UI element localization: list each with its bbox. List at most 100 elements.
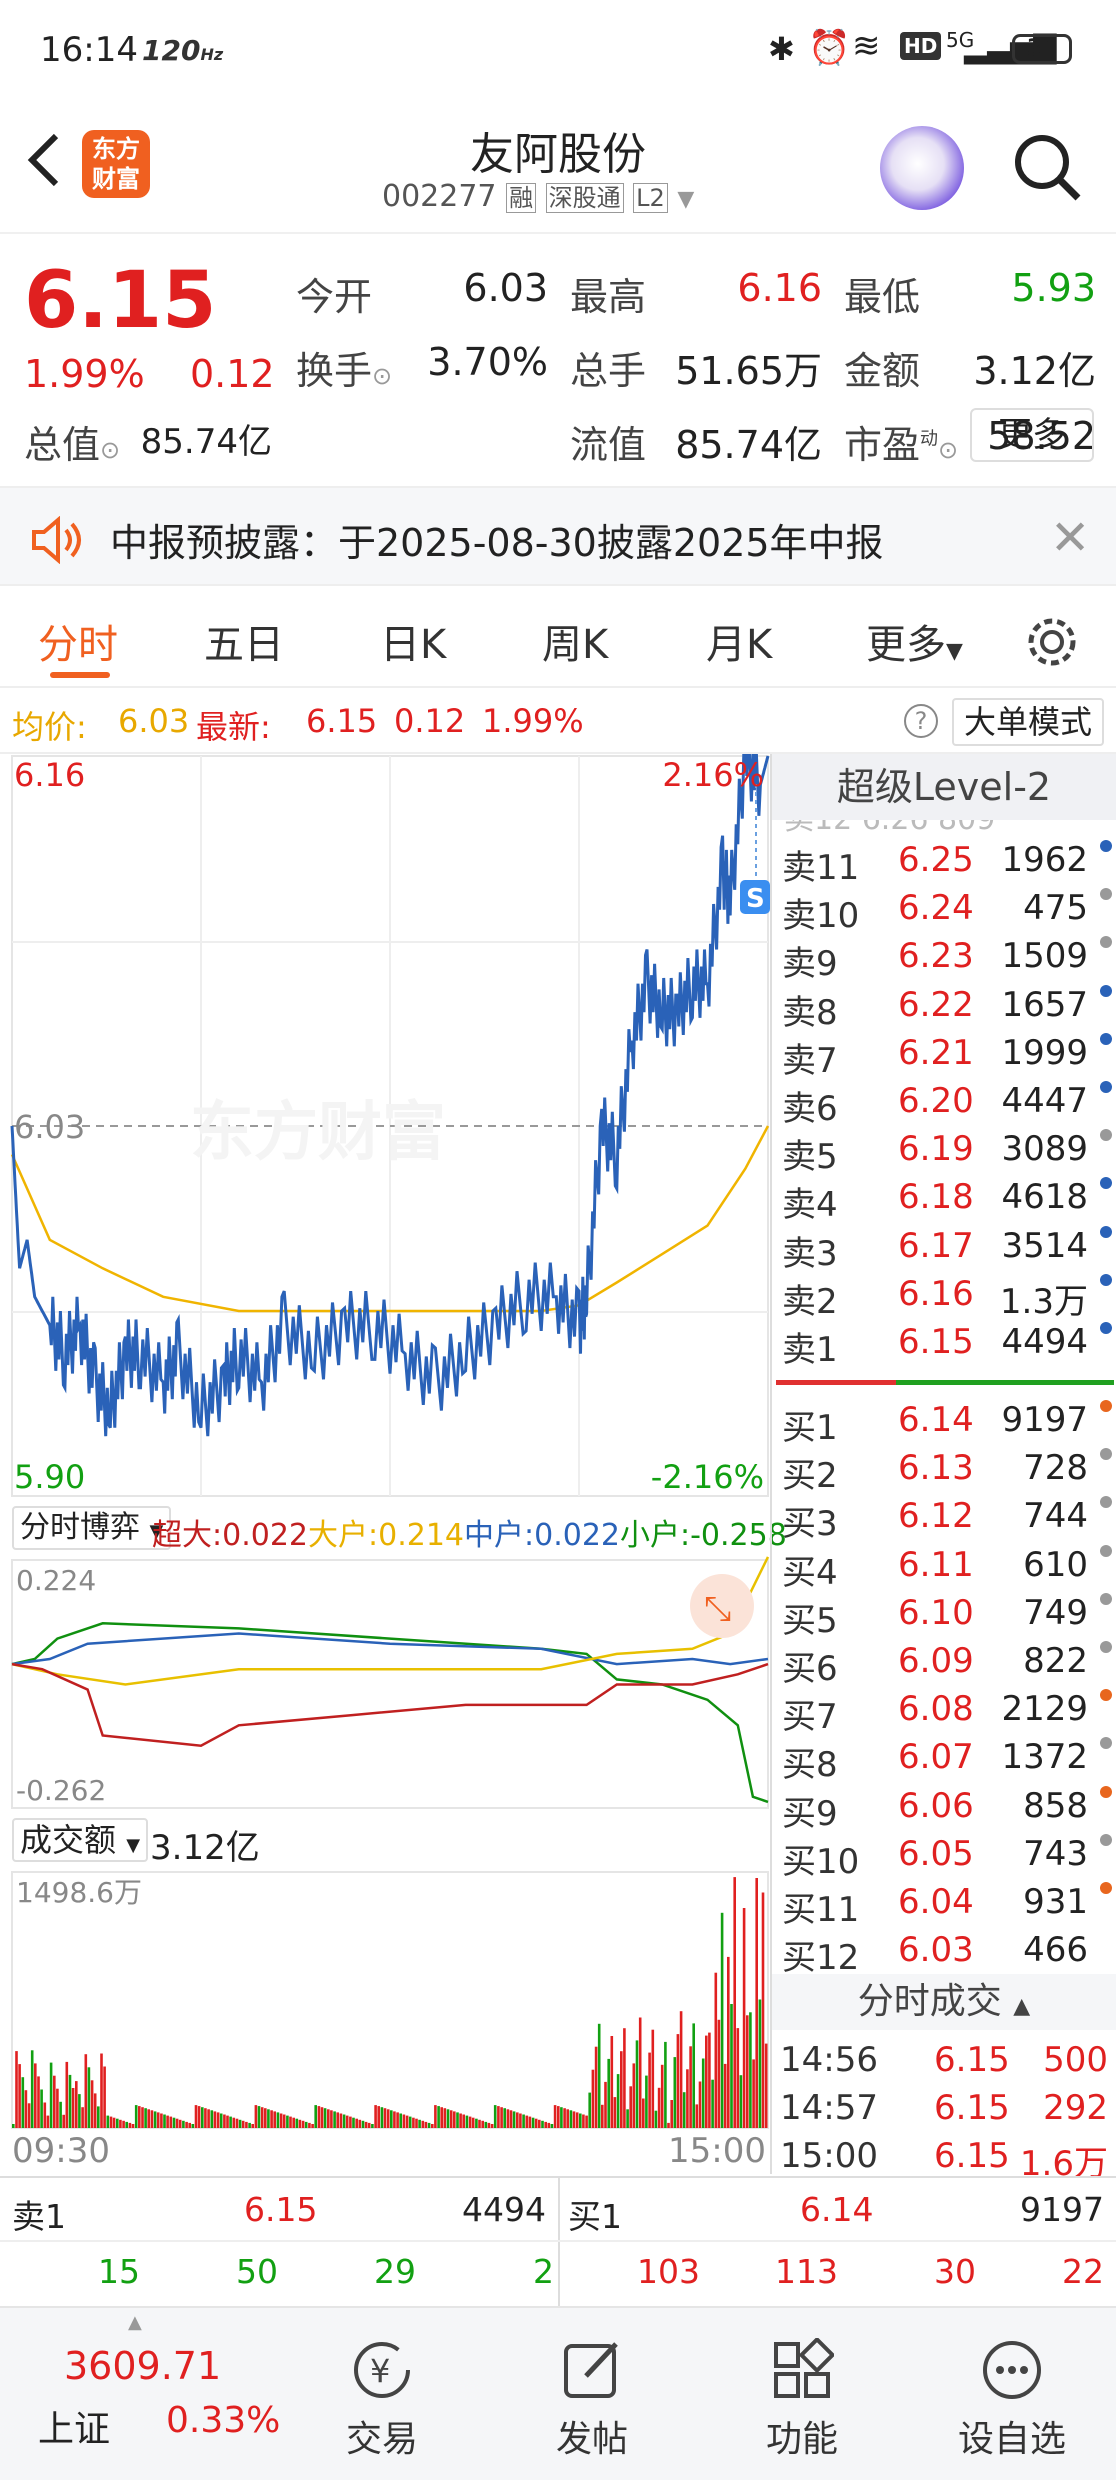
nav-add-watchlist[interactable]: 设自选: [932, 2316, 1092, 2462]
flow-selector[interactable]: 分时博弈 ▼: [12, 1506, 172, 1550]
float-cap-label: 流值: [570, 423, 647, 467]
nav-post[interactable]: 发帖: [512, 2316, 672, 2462]
index-value: 3609.71: [64, 2344, 222, 2388]
stock-code: 002277: [382, 179, 497, 214]
ask-row[interactable]: 卖11 6.25 1962: [772, 836, 1116, 888]
open-value: 6.03: [463, 266, 548, 310]
trend-dot-icon: [1100, 1225, 1112, 1238]
ask-level: 卖5: [782, 1137, 838, 1178]
tab-five-day[interactable]: 五日: [204, 622, 284, 668]
bid-row[interactable]: 买7 6.08 2129: [772, 1685, 1116, 1737]
volume-label: 总手: [570, 349, 647, 393]
ask-row[interactable]: 卖3 6.17 3514: [772, 1222, 1116, 1274]
amount-value: 3.12亿: [973, 349, 1096, 393]
trend-dot-icon: [1100, 1544, 1112, 1557]
bid-row[interactable]: 买2 6.13 728: [772, 1444, 1116, 1496]
bid-price: 6.10: [898, 1592, 974, 1633]
bid-row[interactable]: 买10 6.05 743: [772, 1830, 1116, 1882]
search-button[interactable]: [1010, 130, 1084, 208]
index-ticker[interactable]: ▲ 3609.71 上证 0.33%: [20, 2308, 280, 2482]
more-button[interactable]: 更多: [970, 408, 1094, 462]
settings-gear-icon[interactable]: [1024, 614, 1080, 670]
sell-count-3: 29: [374, 2252, 416, 2291]
bid-level: 买3: [782, 1504, 838, 1545]
grid-apps-icon: [774, 2338, 834, 2398]
ask-level: 卖6: [782, 1089, 838, 1129]
sell-count-2: 50: [236, 2252, 278, 2291]
bid-volume: 1372: [1001, 1737, 1088, 1778]
tab-intraday[interactable]: 分时: [38, 622, 118, 668]
trade-price: 6.15: [934, 2088, 1010, 2128]
caret-up-icon: ▲: [128, 2312, 142, 2333]
trades-header[interactable]: 分时成交 ▲: [772, 1974, 1116, 2030]
price-high-label: 6.16: [14, 756, 85, 794]
trend-dot-icon: [1100, 840, 1112, 852]
nav-functions[interactable]: 功能: [722, 2316, 882, 2462]
big-order-mode-button[interactable]: 大单模式: [952, 698, 1104, 746]
ask-row[interactable]: 卖8 6.22 1657: [772, 981, 1116, 1033]
bid-row[interactable]: 买1 6.14 9197: [772, 1396, 1116, 1448]
avg-label: 均价:: [12, 708, 87, 746]
bid-level: 买4: [782, 1552, 838, 1593]
ask-level: 卖3: [782, 1233, 838, 1274]
last-price: 6.15: [24, 256, 217, 346]
app-logo[interactable]: 东方 财富: [82, 130, 150, 198]
ask-row[interactable]: 卖2 6.16 1.3万: [772, 1270, 1116, 1322]
back-button[interactable]: [20, 130, 70, 190]
ask-level: 卖1: [782, 1330, 838, 1370]
ask-price: 6.19: [898, 1129, 974, 1170]
ask-row[interactable]: 卖5 6.19 3089: [772, 1125, 1116, 1177]
ask-volume: 475: [1023, 888, 1088, 929]
tab-more[interactable]: 更多▼: [866, 622, 963, 668]
bid-row[interactable]: 买12 6.03 466: [772, 1926, 1116, 1978]
info-dots-icon: ⊙: [100, 436, 121, 464]
tab-daily-k[interactable]: 日K: [380, 622, 447, 668]
sell-signal-marker[interactable]: [740, 880, 770, 914]
ask-volume: 1999: [1001, 1032, 1088, 1073]
bid-price: 6.04: [898, 1882, 974, 1922]
level2-title[interactable]: 超级Level-2: [772, 754, 1116, 820]
bid-row[interactable]: 买9 6.06 858: [772, 1782, 1116, 1834]
pe-ratio-label[interactable]: 市盈动⊙: [844, 423, 959, 467]
flow-max-label: 0.224: [16, 1564, 96, 1597]
stock-code-row[interactable]: 002277 融 深股通 L2 ▼: [382, 178, 694, 214]
tab-weekly-k[interactable]: 周K: [542, 622, 609, 668]
bid-row[interactable]: 买8 6.07 1372: [772, 1733, 1116, 1785]
ask-row[interactable]: 卖6 6.20 4447: [772, 1077, 1116, 1129]
bid-row[interactable]: 买5 6.10 749: [772, 1589, 1116, 1641]
close-notice-button[interactable]: ✕: [1050, 510, 1090, 566]
bid-level: 买7: [782, 1697, 838, 1738]
low-value: 5.93: [1011, 266, 1096, 310]
ask-level: 卖10: [782, 896, 860, 937]
ask-row[interactable]: 卖4 6.18 4618: [772, 1173, 1116, 1225]
ask-row[interactable]: 卖9 6.23 1509: [772, 932, 1116, 984]
bid-level: 买1: [782, 1408, 838, 1448]
price-chart[interactable]: 东方财富 S 6.16 2.16% 6.03 5.90 -2.16% ⤡ 0.2…: [0, 754, 770, 2174]
ask-row[interactable]: 卖1 6.15 4494: [772, 1318, 1116, 1370]
ask-price: 6.24: [898, 888, 974, 929]
price-low-pct: -2.16%: [651, 1458, 764, 1496]
robot-assistant-icon[interactable]: [880, 126, 964, 210]
bid-row[interactable]: 买4 6.11 610: [772, 1541, 1116, 1593]
bid-row[interactable]: 买6 6.09 822: [772, 1637, 1116, 1689]
bid-row[interactable]: 买3 6.12 744: [772, 1492, 1116, 1544]
ask-price: 6.23: [898, 936, 974, 977]
expand-flow-button[interactable]: [690, 1574, 754, 1638]
ask-row[interactable]: 卖10 6.24 475: [772, 884, 1116, 936]
volume-selector[interactable]: 成交额 ▼: [12, 1818, 149, 1862]
ask-row[interactable]: 卖7 6.21 1999: [772, 1029, 1116, 1081]
help-icon[interactable]: ?: [904, 704, 938, 738]
turnover-label[interactable]: 换手⊙: [296, 349, 393, 393]
tab-monthly-k[interactable]: 月K: [706, 622, 773, 668]
intraday-chart-area[interactable]: 东方财富 S 6.16 2.16% 6.03 5.90 -2.16% ⤡ 0.2…: [0, 754, 787, 2174]
ask-level: 卖2: [782, 1281, 838, 1322]
bid-row[interactable]: 买11 6.04 931: [772, 1878, 1116, 1930]
notice-bar[interactable]: 中报预披露：于2025-08-30披露2025年中报 ✕: [0, 486, 1116, 586]
nav-trade[interactable]: ¥ 交易: [302, 2316, 462, 2462]
bid-price: 6.11: [898, 1544, 974, 1585]
trend-dot-icon: [1100, 984, 1112, 997]
volume-max-label: 1498.6万: [16, 1876, 142, 1909]
trend-dot-icon: [1100, 1737, 1112, 1750]
buy-count-4: 22: [1062, 2252, 1104, 2291]
total-cap-label[interactable]: 总值⊙: [24, 423, 121, 467]
